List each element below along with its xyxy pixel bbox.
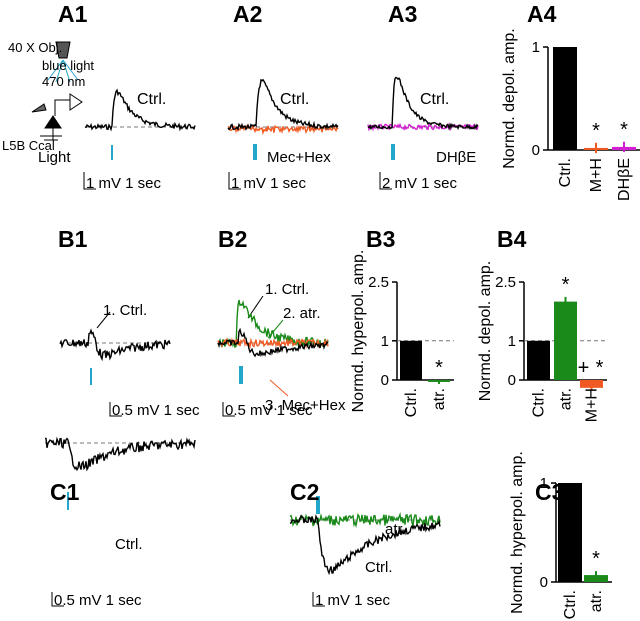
annotation: Light — [38, 149, 71, 166]
trace — [367, 76, 479, 131]
annotation: Ctrl. — [137, 91, 166, 108]
trace — [217, 299, 329, 349]
trace — [217, 327, 329, 358]
annotation: 0.5 mV 1 sec — [225, 402, 313, 419]
y-axis-label: Normd. hyperpol. amp. — [509, 451, 526, 614]
trace — [227, 123, 339, 136]
panel-label: B4 — [497, 226, 527, 252]
annotation: 2. atr. — [283, 305, 321, 322]
bar — [553, 47, 577, 150]
annotation: DHβE — [436, 149, 476, 166]
x-tick-label: atr. — [558, 388, 575, 410]
panel-label: B1 — [58, 226, 88, 252]
x-tick-label: Ctrl. — [557, 158, 574, 187]
annotation: 470 nm — [42, 74, 85, 89]
annotation: 0.5 mV 1 sec — [54, 592, 142, 609]
significance-mark: * — [592, 548, 600, 570]
x-tick-label: DHβE — [616, 158, 633, 201]
x-tick-label: Ctrl. — [562, 590, 579, 619]
x-tick-label: M+H — [588, 158, 605, 192]
annotation: 1. Ctrl. — [265, 281, 309, 298]
significance-mark: * — [592, 120, 600, 142]
y-axis-label: Normd. depol. amp. — [477, 261, 494, 402]
x-tick-label: Ctrl. — [531, 388, 548, 417]
y-tick-label: 0 — [381, 372, 389, 389]
y-tick-label: 0 — [540, 574, 548, 591]
panel-label: A2 — [233, 1, 262, 27]
annotation: blue light — [42, 58, 94, 73]
bar — [400, 340, 422, 380]
trace — [84, 88, 196, 132]
scale-bars — [51, 172, 392, 607]
annotation: L5B Ccal — [2, 138, 55, 153]
annotation: 3. Mec+Hex — [265, 397, 346, 414]
trace — [45, 436, 196, 472]
annotation: Ctrl. — [365, 559, 393, 576]
setup-icon — [31, 41, 83, 141]
trace — [289, 513, 441, 576]
significance-mark: * — [596, 357, 604, 379]
annotation: Ctrl. — [420, 91, 449, 108]
trace — [217, 337, 329, 350]
bar — [558, 483, 582, 582]
annotation: 0.5 mV 1 sec — [112, 402, 200, 419]
annotation: 1 mV 1 sec — [86, 175, 162, 192]
annotation: 1 mV 1 sec — [315, 592, 391, 609]
y-tick-label: 1 — [540, 475, 548, 492]
significance-mark: * — [620, 119, 628, 141]
y-tick-label: 0 — [532, 142, 540, 159]
panel-label: B2 — [218, 226, 247, 252]
panel-label: A4 — [527, 1, 557, 27]
annotation: 1 mV 1 sec — [231, 175, 307, 192]
annotation: Mec+Hex — [267, 149, 331, 166]
panel-label: B3 — [366, 226, 395, 252]
panel-label: A3 — [388, 1, 417, 27]
x-tick-label: atr. — [588, 590, 605, 612]
significance-mark: * — [435, 357, 443, 379]
y-tick-label: 1 — [381, 333, 389, 350]
trace — [59, 328, 171, 362]
x-tick-label: atr. — [431, 388, 448, 410]
y-tick-label: 2.5 — [495, 274, 516, 291]
x-tick-label: Ctrl. — [403, 388, 420, 417]
y-tick-label: 1 — [508, 333, 516, 350]
annotation: 2 mV 1 sec — [382, 175, 458, 192]
significance-mark: + — [578, 357, 590, 379]
x-tick-label: M+H — [584, 388, 601, 422]
stim-marks — [67, 144, 395, 514]
bar — [580, 380, 603, 388]
panel-label: C1 — [50, 479, 80, 505]
bar — [527, 340, 550, 380]
y-axis-label: Normd. hyperpol. amp. — [350, 250, 367, 413]
annotation: 1. Ctrl. — [103, 302, 147, 319]
annotation: Ctrl. — [115, 536, 143, 553]
significance-mark: * — [562, 274, 570, 296]
panel-label: A1 — [58, 1, 88, 27]
trace — [227, 78, 339, 131]
y-tick-label: 2.5 — [368, 274, 389, 291]
annotation: Ctrl. — [280, 91, 309, 108]
y-axis-label: Normd. depol. amp. — [501, 28, 518, 169]
y-tick-label: 0 — [508, 372, 516, 389]
panel-label: C2 — [290, 479, 319, 505]
y-tick-label: 1 — [532, 39, 540, 56]
bar — [554, 301, 577, 380]
annotation: 40 X Obj. — [8, 40, 62, 55]
